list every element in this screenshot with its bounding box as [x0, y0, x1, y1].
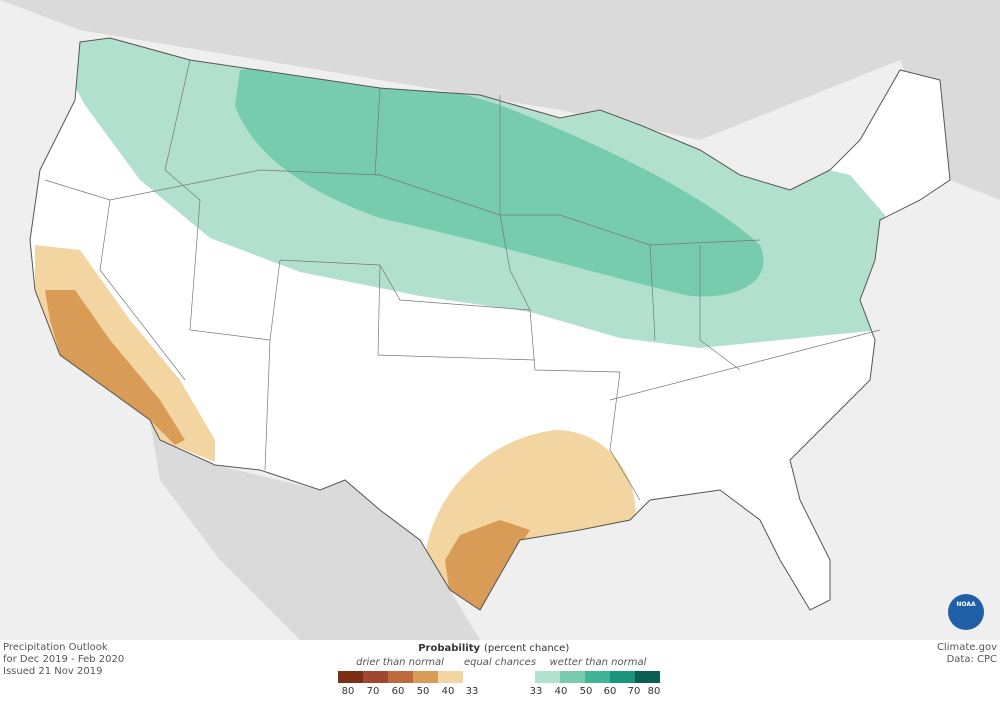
drier-40-50-gulf: [445, 520, 530, 610]
legend-tick: 70: [367, 686, 380, 697]
legend-tick: 60: [604, 686, 617, 697]
period: for Dec 2019 - Feb 2020: [3, 654, 124, 665]
legend-heading: Probability: [418, 643, 480, 654]
wetter-40-50: [235, 67, 764, 297]
legend-tick: 50: [580, 686, 593, 697]
legend-tick: 80: [648, 686, 661, 697]
legend-note: (percent chance): [484, 643, 569, 654]
swatch: [388, 671, 413, 683]
logo-text: NOAA: [956, 601, 976, 608]
swatch: [463, 671, 535, 683]
data-source: Data: CPC: [947, 654, 997, 665]
swatch: [338, 671, 363, 683]
site: Climate.gov: [937, 642, 997, 653]
equal-label: equal chances: [464, 657, 536, 668]
legend-tick: 40: [442, 686, 455, 697]
legend-tick: 70: [628, 686, 641, 697]
swatch: [413, 671, 438, 683]
legend-tick: 60: [392, 686, 405, 697]
swatch: [585, 671, 610, 683]
legend-tick: 33: [530, 686, 543, 697]
drier-label: drier than normal: [356, 657, 444, 668]
swatch: [560, 671, 585, 683]
legend: [338, 671, 660, 683]
title: Precipitation Outlook: [3, 642, 108, 653]
swatch: [535, 671, 560, 683]
legend-tick: 50: [417, 686, 430, 697]
swatch: [610, 671, 635, 683]
mexico: [150, 420, 480, 640]
noaa-logo: [948, 594, 984, 630]
legend-tick: 33: [466, 686, 479, 697]
swatch: [635, 671, 660, 683]
drier-40-50-west: [45, 290, 185, 445]
swatch: [363, 671, 388, 683]
outlook-areas: [35, 38, 885, 610]
legend-tick: 40: [555, 686, 568, 697]
wetter-label: wetter than normal: [550, 657, 647, 668]
issued: Issued 21 Nov 2019: [3, 666, 102, 677]
legend-tick: 80: [342, 686, 355, 697]
swatch: [438, 671, 463, 683]
state-lines: [44, 59, 881, 501]
